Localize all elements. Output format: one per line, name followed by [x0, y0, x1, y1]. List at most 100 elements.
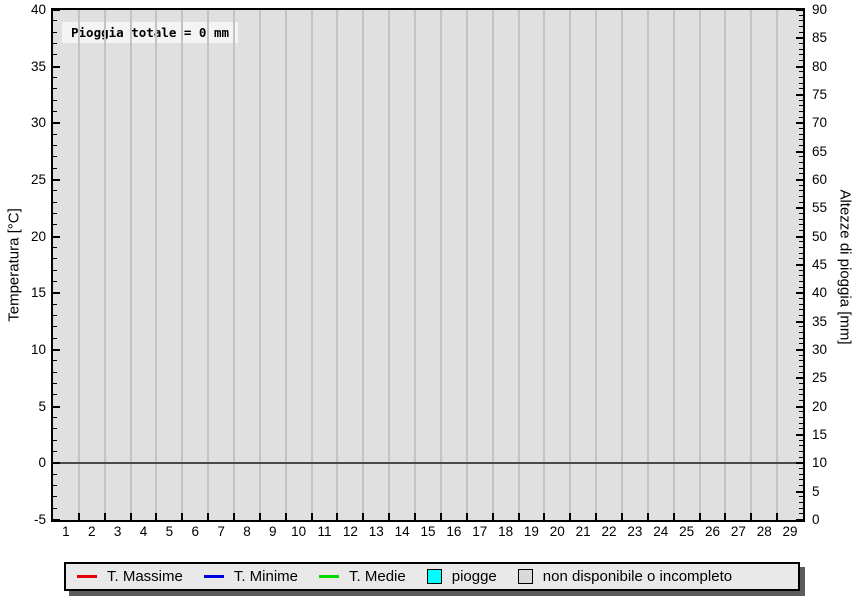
x-label: 6: [191, 524, 199, 539]
right-minor-tick: [799, 309, 803, 311]
non-disponibile-o-incompleto-box-swatch: [517, 569, 533, 584]
right-major-tick: [796, 94, 803, 96]
right-minor-tick: [799, 105, 803, 107]
gridline: [181, 10, 184, 520]
x-tick: [698, 513, 701, 520]
right-minor-tick: [799, 224, 803, 226]
right-minor-tick: [799, 196, 803, 197]
right-minor-tick: [799, 269, 803, 271]
right-minor-tick: [799, 400, 803, 401]
x-label: 3: [113, 524, 122, 539]
gridline: [362, 10, 365, 520]
right-minor-tick: [799, 241, 803, 243]
x-tick: [672, 513, 675, 520]
right-minor-tick: [799, 371, 803, 373]
right-minor-tick: [799, 184, 803, 186]
right-minor-tick: [799, 60, 803, 61]
left-tick-label: 5: [38, 398, 46, 414]
gridline: [310, 10, 313, 520]
left-tick-label: 40: [30, 2, 46, 17]
legend-item-non-disponibile-o-incompleto: non disponibile o incompleto: [517, 568, 732, 585]
left-major-tick: [53, 349, 60, 351]
x-label: 11: [317, 524, 332, 539]
left-minor-tick: [53, 337, 57, 339]
right-minor-tick: [799, 439, 803, 441]
x-tick: [724, 513, 727, 520]
legend: T. Massime T. Minime T. Medie piogge non dis…: [64, 562, 800, 591]
left-minor-tick: [53, 54, 57, 56]
left-minor-tick: [53, 360, 57, 362]
right-minor-tick: [799, 133, 803, 135]
right-tick-label: 5: [812, 483, 820, 499]
left-major-tick: [53, 179, 60, 181]
right-minor-tick: [799, 417, 803, 418]
left-tick-label: 10: [30, 342, 46, 357]
right-minor-tick: [799, 247, 803, 248]
x-tick: [103, 513, 106, 520]
legend-label: T. Medie: [349, 568, 406, 585]
right-tick-label: 60: [812, 172, 828, 187]
zero-line: [53, 462, 803, 465]
left-minor-tick: [53, 439, 57, 441]
right-minor-tick: [799, 513, 803, 515]
right-minor-tick: [799, 468, 803, 469]
legend-item-t-minime: T. Minime: [203, 568, 299, 585]
x-label: 21: [575, 524, 591, 539]
gridline: [103, 10, 106, 520]
left-minor-tick: [53, 167, 57, 169]
t-massime-line-swatch: [77, 575, 97, 578]
left-minor-tick: [53, 20, 57, 22]
left-major-tick: [53, 65, 60, 68]
right-major-tick: [796, 462, 803, 465]
right-minor-tick: [799, 456, 803, 458]
right-tick-label: 40: [812, 285, 828, 301]
left-minor-tick: [53, 99, 57, 101]
right-major-tick: [796, 65, 803, 68]
right-minor-tick: [799, 354, 803, 356]
x-label: 7: [217, 524, 225, 539]
right-minor-tick: [799, 252, 803, 254]
x-tick: [646, 513, 649, 520]
x-label: 13: [368, 524, 384, 539]
right-minor-tick: [799, 71, 803, 73]
right-major-tick: [796, 150, 803, 153]
gridline: [569, 10, 572, 520]
right-minor-tick: [799, 332, 803, 333]
x-tick: [620, 513, 623, 520]
right-minor-tick: [799, 286, 803, 288]
left-minor-tick: [53, 428, 57, 430]
x-tick: [569, 513, 572, 520]
x-label: 29: [782, 524, 798, 539]
right-major-tick: [796, 37, 803, 40]
right-major-tick: [796, 434, 803, 436]
right-minor-tick: [799, 485, 803, 486]
x-tick: [439, 513, 442, 520]
left-tick-label: -5: [33, 512, 46, 527]
left-minor-tick: [53, 111, 57, 112]
gridline: [388, 10, 391, 520]
legend-label: T. Minime: [233, 568, 299, 585]
right-tick-label: 25: [812, 370, 828, 386]
x-label: 24: [653, 524, 669, 539]
x-tick: [129, 513, 132, 520]
right-tick-label: 10: [812, 455, 828, 471]
right-minor-tick: [799, 162, 803, 163]
legend-label: piogge: [451, 568, 497, 585]
x-label: 27: [730, 524, 746, 539]
left-tick-label: 15: [30, 285, 46, 301]
left-minor-tick: [53, 224, 57, 226]
left-minor-tick: [53, 31, 57, 33]
right-minor-tick: [799, 201, 803, 203]
right-minor-tick: [799, 496, 803, 498]
left-tick-label: 30: [30, 115, 46, 131]
right-minor-tick: [799, 116, 803, 118]
right-minor-tick: [799, 14, 803, 16]
right-major-tick: [796, 349, 803, 351]
right-tick-label: 90: [812, 2, 828, 17]
legend-item-t-massime: T. Massime: [77, 568, 183, 585]
left-minor-tick: [53, 201, 57, 203]
right-minor-tick: [799, 502, 803, 503]
left-tick-label: 20: [30, 228, 46, 244]
left-minor-tick: [53, 394, 57, 396]
right-minor-tick: [799, 411, 803, 413]
